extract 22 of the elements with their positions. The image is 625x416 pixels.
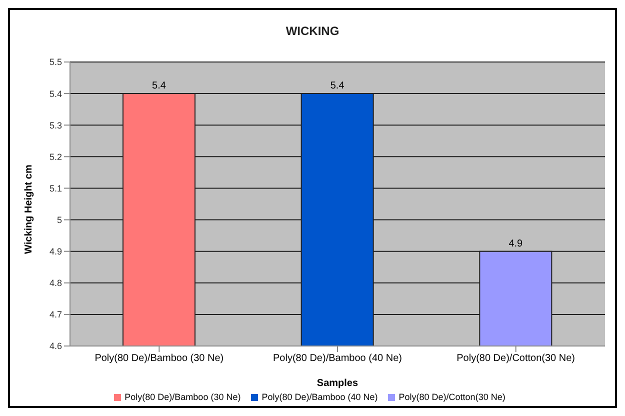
y-tick-label: 4.7: [49, 310, 62, 320]
y-axis-title: Wicking Height cm: [24, 164, 35, 254]
legend-label: Poly(80 De)/Bamboo (40 Ne): [262, 392, 378, 402]
y-tick-label: 5: [56, 214, 62, 225]
y-tick-label: 5.5: [49, 57, 62, 68]
y-tick-label: 5.1: [49, 183, 62, 194]
y-tick-label: 4.6: [49, 341, 62, 352]
x-tick-label: Poly(80 De)/Bamboo (30 Ne): [94, 353, 224, 364]
y-tick-label: 5.4: [49, 88, 62, 99]
chart-title: WICKING: [284, 24, 340, 38]
data-label: 5.4: [152, 80, 166, 92]
y-tick-label: 4.9: [49, 246, 62, 257]
x-tick-label: Poly(80 De)/Cotton(30 Ne): [456, 353, 576, 364]
y-tick-label: 4.8: [49, 278, 62, 288]
data-label: 4.9: [508, 238, 524, 250]
legend-label: Poly(80 De)/Bamboo (30 Ne): [124, 392, 241, 402]
legend-label: Poly(80 De)/Cotton(30 Ne): [398, 392, 506, 402]
data-label: 5.4: [330, 80, 345, 92]
y-tick-label: 5.2: [49, 152, 62, 162]
y-tick-label: 5.3: [49, 120, 62, 130]
x-axis-title: Samples: [316, 378, 358, 389]
x-tick-label: Poly(80 De)/Bamboo (40 Ne): [273, 353, 402, 364]
